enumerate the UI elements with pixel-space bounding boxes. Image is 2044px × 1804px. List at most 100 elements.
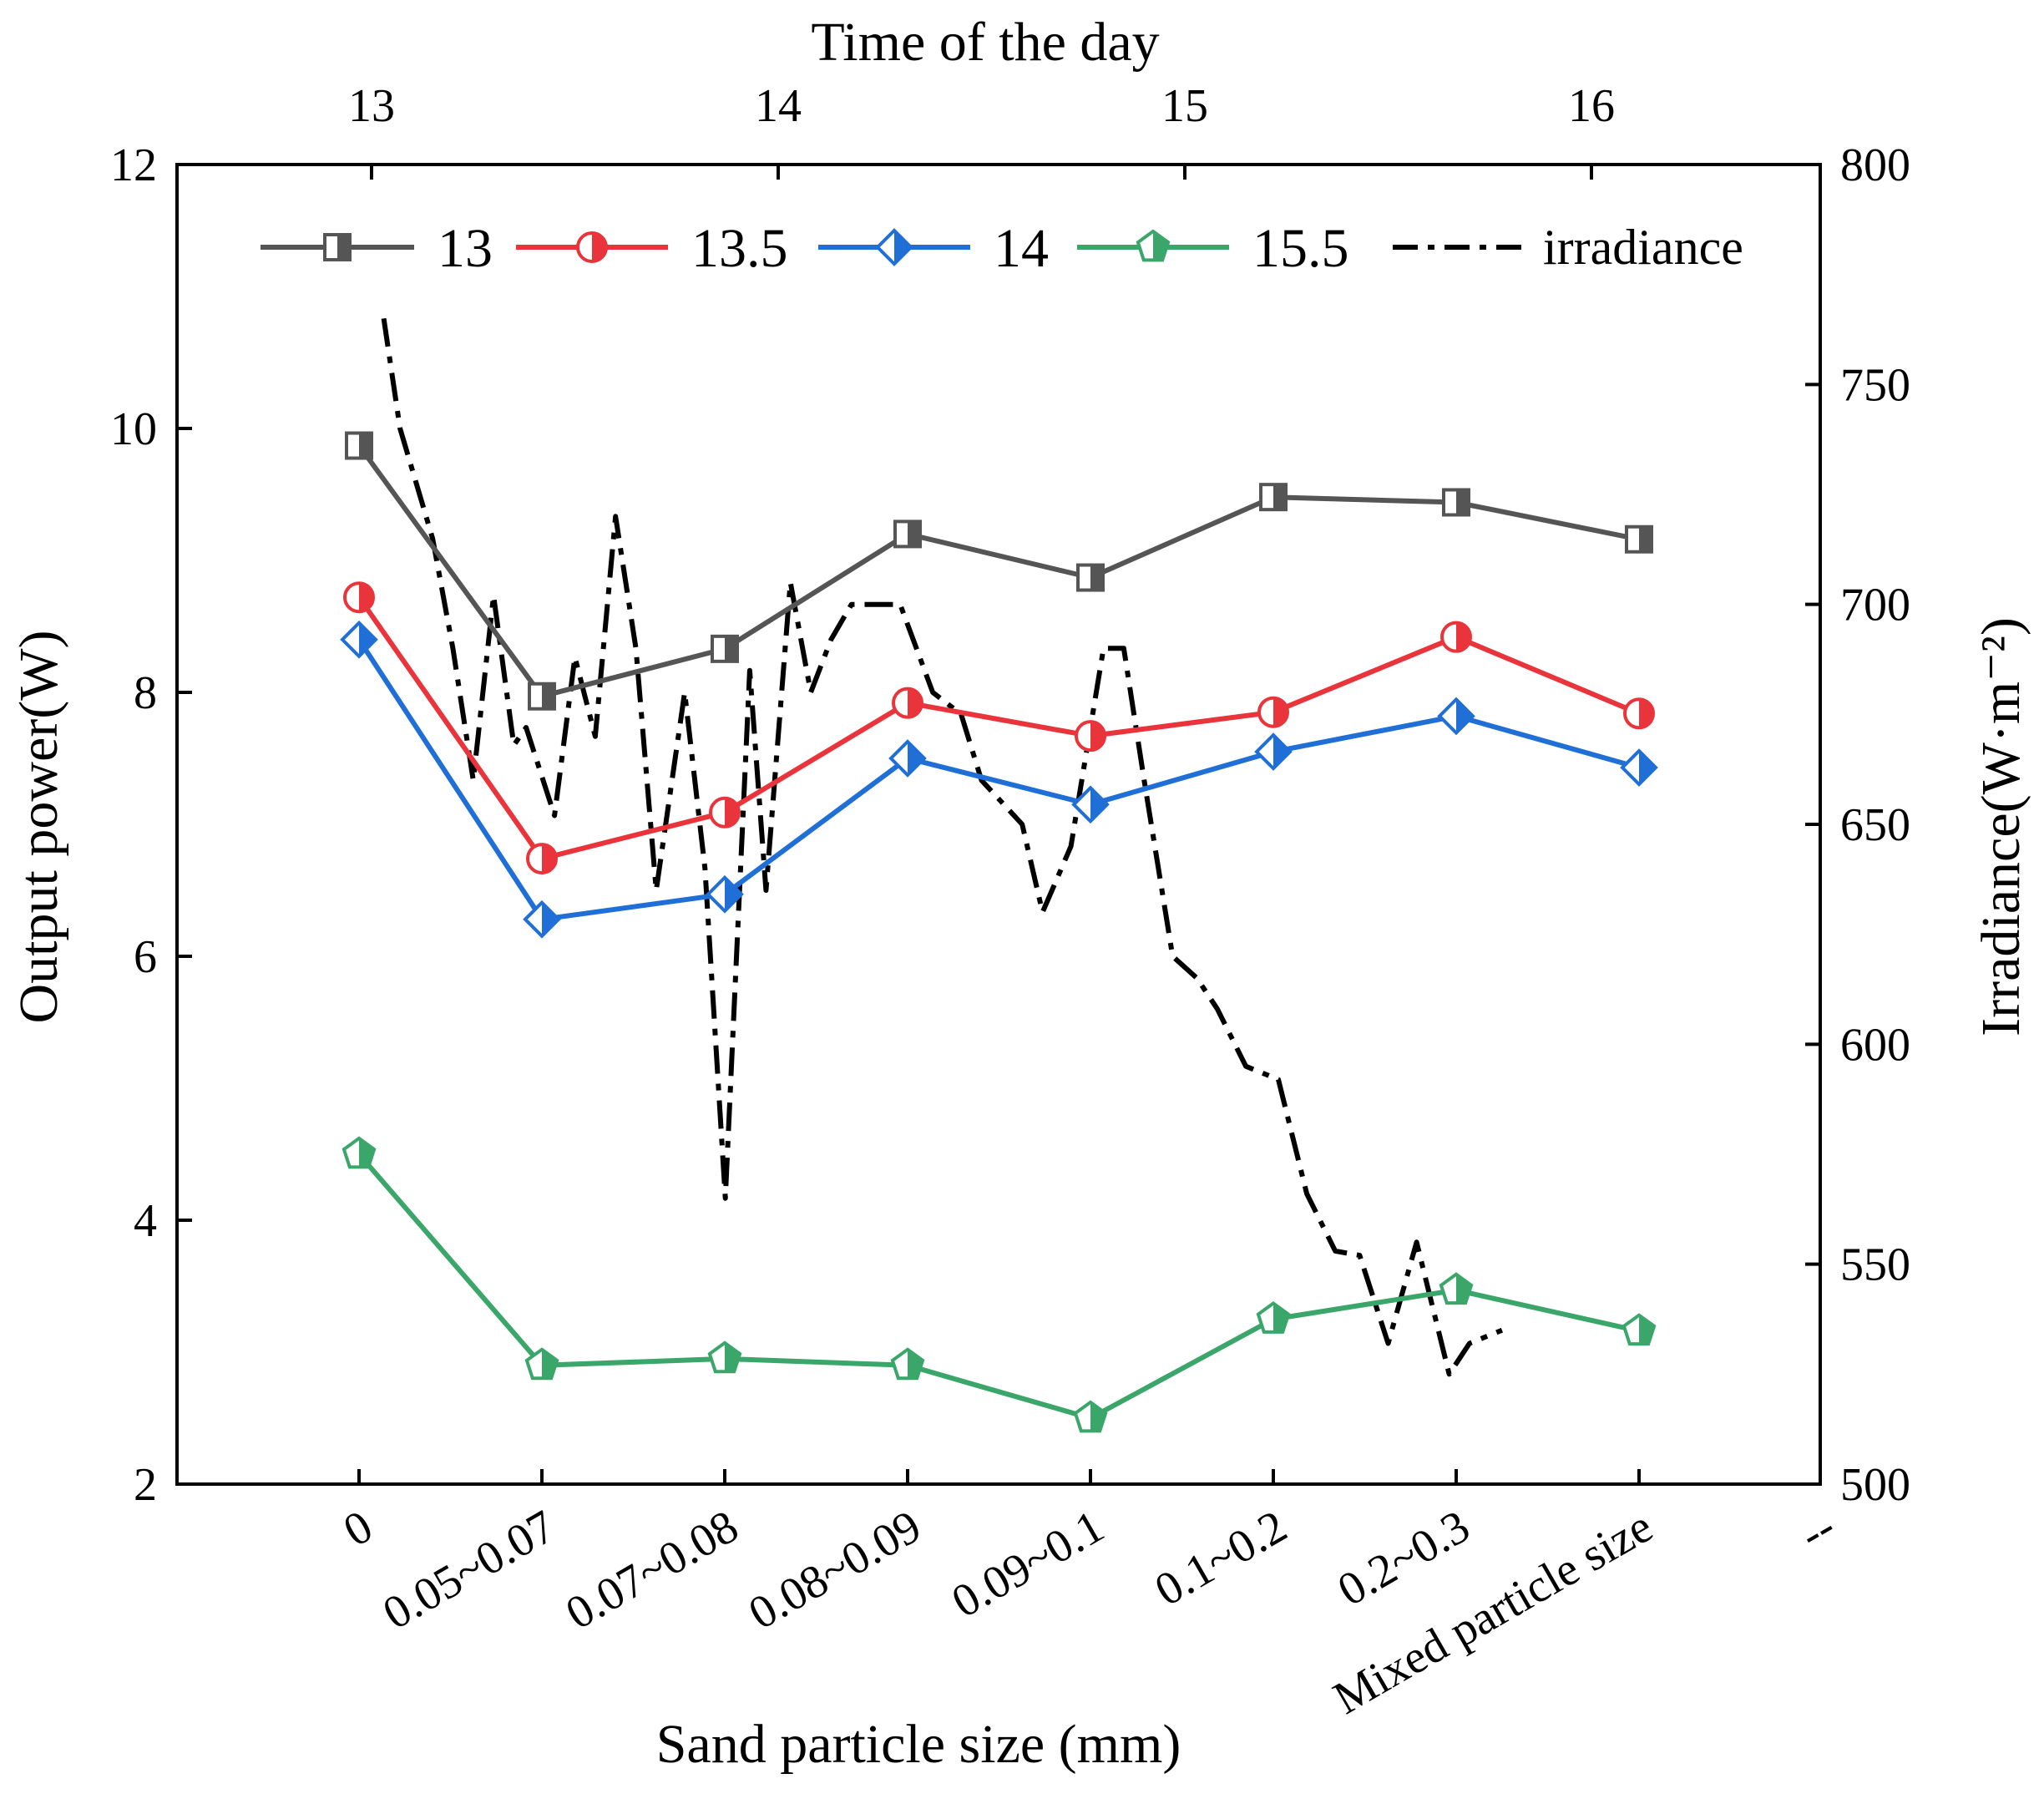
series-line-15.5 xyxy=(357,1153,1640,1421)
legend-label-13.5: 13.5 xyxy=(691,218,788,279)
marker-fill xyxy=(1456,622,1470,651)
data-point-13-4 xyxy=(1076,563,1105,592)
marker-fill xyxy=(1273,1303,1289,1332)
marker-fill xyxy=(1090,565,1103,590)
data-point-15.5-4 xyxy=(1073,1400,1108,1433)
x-tick-label: 0.07~0.08 xyxy=(558,1501,747,1640)
marker-fill xyxy=(359,433,372,459)
x-tick-label: 0.05~0.07 xyxy=(375,1501,564,1640)
marker-fill xyxy=(1090,788,1107,822)
series-line-13 xyxy=(357,443,1640,699)
x-tick-label: 0.08~0.09 xyxy=(741,1501,930,1640)
data-point-15.5-6 xyxy=(1439,1272,1474,1305)
marker-fill xyxy=(1090,1402,1106,1432)
marker-fill xyxy=(337,235,350,260)
marker-fill xyxy=(725,798,739,827)
data-point-13.5-1 xyxy=(526,843,558,875)
marker-fill xyxy=(725,877,741,911)
marker-fill xyxy=(1456,489,1469,515)
x-tick-label: Mixed particle size xyxy=(1325,1501,1662,1725)
legend-marker-13 xyxy=(323,233,352,261)
y2-tick-label: 700 xyxy=(1840,580,1910,631)
x-tick-label: 0.2~0.3 xyxy=(1329,1501,1478,1617)
series-line-13.5 xyxy=(357,595,1641,862)
marker-fill xyxy=(359,622,376,656)
marker-fill xyxy=(725,1342,741,1372)
y2-tick-label: 650 xyxy=(1840,799,1910,851)
marker-fill xyxy=(1273,697,1288,727)
data-point-13-1 xyxy=(528,682,556,711)
data-point-15.5-2 xyxy=(707,1340,742,1374)
y2-tick-label: 800 xyxy=(1840,139,1910,191)
data-point-15.5-1 xyxy=(524,1347,559,1381)
marker-fill xyxy=(894,231,911,264)
y2-tick-label: 500 xyxy=(1840,1459,1910,1511)
series-line-14 xyxy=(357,638,1640,922)
data-point-15.5-0 xyxy=(342,1136,377,1169)
legend-marker-15.5 xyxy=(1136,229,1171,262)
data-point-14-1 xyxy=(523,899,561,939)
y2-axis-title: Irradiance(W·m⁻²) xyxy=(1971,617,2031,1036)
marker-fill xyxy=(1153,231,1169,261)
x2-tick-label: 14 xyxy=(755,80,802,132)
y2-tick-label: 600 xyxy=(1840,1019,1910,1071)
marker-fill xyxy=(542,683,554,709)
marker-fill xyxy=(1090,722,1105,751)
legend: 13 13.5 14 15.5 irradiance xyxy=(261,218,1743,279)
data-point-13.5-5 xyxy=(1257,696,1289,728)
x-tick-label: 0.1~0.2 xyxy=(1146,1501,1295,1617)
y-tick-label: 2 xyxy=(134,1459,157,1511)
marker-fill xyxy=(1639,526,1652,552)
marker-fill xyxy=(542,902,559,936)
marker-fill xyxy=(1639,751,1656,785)
marker-fill xyxy=(1456,1274,1472,1304)
legend-marker-13.5 xyxy=(576,231,608,263)
y2-tick-label: 550 xyxy=(1840,1239,1910,1291)
marker-fill xyxy=(542,844,556,874)
legend-label-13: 13 xyxy=(438,218,493,279)
marker-fill xyxy=(908,1349,923,1379)
data-point-13.5-6 xyxy=(1440,621,1472,653)
data-point-14-7 xyxy=(1620,748,1658,787)
marker-fill xyxy=(908,688,922,717)
data-point-13-0 xyxy=(345,431,373,460)
marker-fill xyxy=(542,1349,558,1379)
data-point-15.5-3 xyxy=(890,1347,925,1381)
x2-axis-title: Time of the day xyxy=(811,12,1159,73)
x2-tick-label: 15 xyxy=(1161,80,1208,132)
data-point-13.5-2 xyxy=(709,796,741,829)
data-point-13.5-0 xyxy=(343,581,375,614)
plot-frame xyxy=(175,163,1822,1486)
marker-fill xyxy=(1639,1315,1655,1345)
series-group xyxy=(340,317,1658,1433)
x2-tick-label: 13 xyxy=(348,80,395,132)
y-axis-title: Output power(W) xyxy=(8,630,69,1023)
data-point-13.5-7 xyxy=(1623,697,1655,730)
data-point-14-0 xyxy=(340,620,378,659)
marker-fill xyxy=(1639,699,1653,728)
y-tick-label: 12 xyxy=(110,139,157,191)
data-point-14-5 xyxy=(1254,732,1293,771)
marker-fill xyxy=(1273,484,1286,510)
data-point-15.5-5 xyxy=(1256,1301,1291,1334)
marker-fill xyxy=(908,742,924,775)
x-axis-title: Sand particle size (mm) xyxy=(656,1714,1181,1775)
data-point-13-7 xyxy=(1625,524,1653,554)
data-point-13-6 xyxy=(1442,488,1470,517)
y-tick-label: 4 xyxy=(134,1195,157,1247)
data-point-14-2 xyxy=(706,874,744,914)
legend-label-irradiance: irradiance xyxy=(1543,220,1743,275)
y2-tick-label: 750 xyxy=(1840,359,1910,411)
data-point-15.5-7 xyxy=(1622,1313,1657,1346)
data-point-13-3 xyxy=(893,519,922,549)
data-point-13-2 xyxy=(711,634,739,663)
x2-tick-label: 16 xyxy=(1568,80,1615,132)
data-point-14-6 xyxy=(1437,697,1475,736)
y-tick-label: 6 xyxy=(134,931,157,983)
legend-marker-14 xyxy=(875,228,913,266)
y-tick-label: 10 xyxy=(110,403,157,455)
marker-fill xyxy=(592,233,606,261)
irradiance-line xyxy=(381,317,1504,1377)
